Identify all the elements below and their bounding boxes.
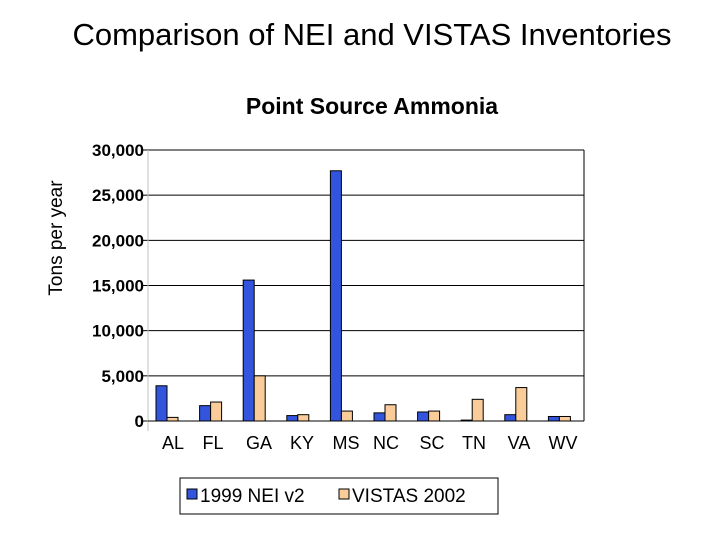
x-tick-label: VA xyxy=(508,433,531,453)
y-tick-label: 30,000 xyxy=(92,141,144,160)
bar-ky-vistas xyxy=(297,414,310,422)
bar-ms-nei xyxy=(329,170,342,422)
bar-va-vistas xyxy=(515,387,528,422)
y-tick-label: 5,000 xyxy=(101,367,144,386)
bar-nc-vistas xyxy=(384,404,397,422)
legend-label: 1999 NEI v2 xyxy=(200,486,305,507)
x-tick-label: GA xyxy=(246,433,272,453)
bar-sc-nei xyxy=(417,411,430,422)
x-tick-label: SC xyxy=(419,433,444,453)
legend-swatch xyxy=(338,488,350,500)
y-tick-label: 25,000 xyxy=(92,186,144,205)
bar-al-nei xyxy=(155,385,168,422)
bar-fl-vistas xyxy=(210,401,223,422)
bar-ga-vistas xyxy=(253,375,266,422)
chart-subtitle: Point Source Ammonia xyxy=(245,93,499,119)
bar-sc-vistas xyxy=(428,410,441,422)
legend-label: VISTAS 2002 xyxy=(352,486,466,507)
bar-al-vistas xyxy=(166,416,179,422)
y-tick-label: 10,000 xyxy=(92,322,144,341)
legend: 1999 NEI v2 VISTAS 2002 xyxy=(179,477,499,515)
bar-wv-nei xyxy=(547,415,560,422)
x-tick-label: AL xyxy=(162,433,184,453)
y-tick-label: 15,000 xyxy=(92,277,144,296)
x-tick-label: NC xyxy=(373,433,399,453)
bar-ky-nei xyxy=(286,415,299,422)
x-tick-label: KY xyxy=(290,433,314,453)
y-tick-label: 20,000 xyxy=(92,231,144,250)
chart-title: Comparison of NEI and VISTAS Inventories xyxy=(72,17,672,52)
x-tick-label: MS xyxy=(333,433,360,453)
x-tick-label: FL xyxy=(202,433,223,453)
bar-fl-nei xyxy=(199,405,212,422)
bar-nc-nei xyxy=(373,412,386,422)
y-tick-label: 0 xyxy=(135,412,144,431)
legend-swatch xyxy=(186,488,198,500)
bar-tn-nei xyxy=(460,419,473,422)
bar-ms-vistas xyxy=(340,410,353,422)
bar-ga-nei xyxy=(242,279,255,422)
bars xyxy=(155,170,571,422)
x-tick-label: TN xyxy=(462,433,486,453)
bar-wv-vistas xyxy=(558,415,571,422)
bar-va-nei xyxy=(504,414,517,422)
bar-tn-vistas xyxy=(471,398,484,422)
gridlines xyxy=(148,149,585,421)
x-tick-label: WV xyxy=(549,433,578,453)
y-axis-label: Tons per year xyxy=(46,180,67,296)
y-tick-labels: 0 5,000 10,000 15,000 20,000 25,000 30,000 xyxy=(92,141,144,431)
x-tick-labels: AL FL GA KY MS NC SC TN VA WV xyxy=(162,433,578,453)
